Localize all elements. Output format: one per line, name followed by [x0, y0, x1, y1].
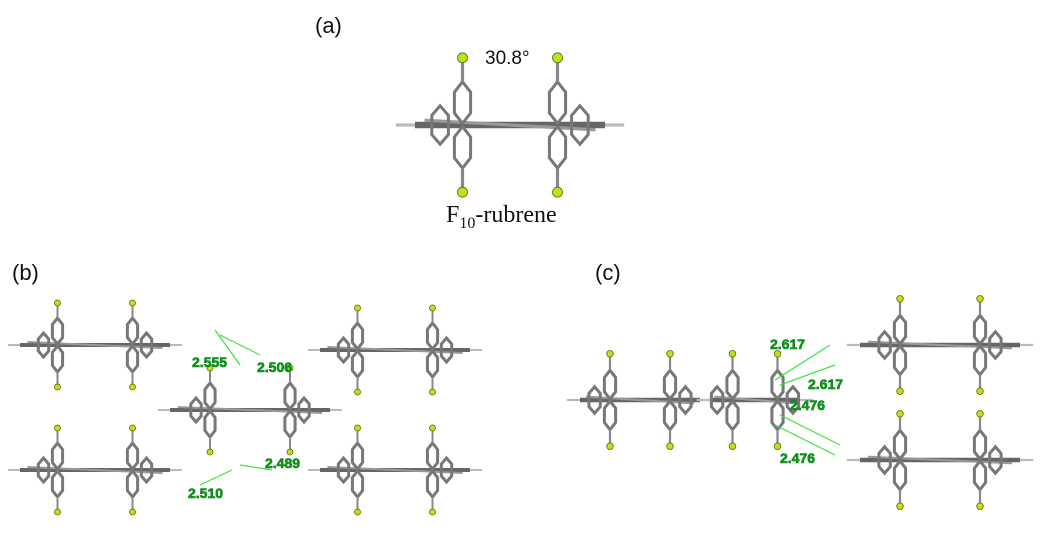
distance-label: 2.476 [780, 450, 815, 466]
ring [285, 411, 295, 437]
ring [894, 315, 905, 344]
ring [974, 315, 985, 344]
ring [604, 370, 615, 399]
fluorine-atom [667, 351, 674, 358]
ring [549, 82, 565, 124]
suffix: -rubrene [475, 202, 556, 228]
distance-label: 2.476 [790, 397, 825, 413]
fluorine-atom [355, 305, 361, 311]
fluorine-atom [430, 305, 436, 311]
ring [454, 82, 470, 124]
fluorine-atom [553, 187, 563, 197]
panel-label: (a) [315, 13, 342, 38]
fluorine-atom [55, 384, 61, 390]
fluorine-atom [977, 411, 984, 418]
ring [205, 383, 215, 409]
ring [427, 471, 437, 497]
figure: (a) 30.8° F10-rubrene (b) (c) 2.555 2.50… [0, 0, 1045, 533]
distance-label: 2.617 [770, 336, 805, 352]
fluorine-atom [458, 53, 468, 63]
ring [727, 370, 738, 399]
distance-label: 2.510 [188, 485, 223, 501]
ring [285, 383, 295, 409]
fluorine-atom [607, 351, 614, 358]
fluorine-atom [355, 425, 361, 431]
ring [352, 443, 362, 469]
fluorine-atom [430, 425, 436, 431]
panel-label: (b) [12, 260, 39, 285]
fluorine-atom [55, 509, 61, 515]
fluorine-atom [430, 389, 436, 395]
ring [52, 471, 62, 497]
ring [52, 443, 62, 469]
ring [427, 351, 437, 377]
fluorine-atom [897, 296, 904, 303]
fluorine-atom [977, 296, 984, 303]
molecule-drawings [8, 53, 1033, 515]
symbol: F [446, 202, 459, 228]
angle-label: 30.8° [485, 48, 530, 69]
ring [664, 401, 675, 430]
fluorine-atom [130, 384, 136, 390]
distance-label: 2.555 [192, 354, 227, 370]
fluorine-atom [729, 443, 736, 450]
ring [352, 323, 362, 349]
ring [974, 430, 985, 459]
ring [127, 346, 137, 372]
ring [352, 351, 362, 377]
ring [127, 318, 137, 344]
ring [894, 430, 905, 459]
ring [974, 346, 985, 375]
ring [205, 411, 215, 437]
ring [427, 323, 437, 349]
ring [427, 443, 437, 469]
fluorine-atom [897, 388, 904, 395]
ring [894, 346, 905, 375]
ring [454, 127, 470, 169]
fluorine-atom [130, 509, 136, 515]
fluorine-atom [207, 449, 213, 455]
ring [127, 443, 137, 469]
fluorine-atom [897, 411, 904, 418]
ring [604, 401, 615, 430]
fluorine-atom [355, 389, 361, 395]
compound-name: F10-rubrene [446, 202, 557, 232]
fluorine-atom [130, 425, 136, 431]
ring [52, 346, 62, 372]
fluorine-atom [553, 53, 563, 63]
fluorine-atom [774, 443, 781, 450]
fluorine-atom [130, 300, 136, 306]
contact-line [780, 415, 840, 445]
ring [664, 370, 675, 399]
fluorine-atom [355, 509, 361, 515]
fluorine-atom [607, 443, 614, 450]
fluorine-atom [977, 388, 984, 395]
distance-label: 2.489 [265, 455, 300, 471]
ring [352, 471, 362, 497]
fluorine-atom [430, 509, 436, 515]
fluorine-atom [55, 300, 61, 306]
panel-label: (c) [595, 260, 621, 285]
fluorine-atom [55, 425, 61, 431]
ring [727, 401, 738, 430]
ring [549, 127, 565, 169]
subscript: 10 [459, 215, 475, 232]
fluorine-atom [458, 187, 468, 197]
fluorine-atom [977, 503, 984, 510]
distance-label: 2.617 [808, 376, 843, 392]
ring [52, 318, 62, 344]
ring [127, 471, 137, 497]
fluorine-atom [897, 503, 904, 510]
ring [974, 461, 985, 490]
ring [894, 461, 905, 490]
fluorine-atom [667, 443, 674, 450]
fluorine-atom [729, 351, 736, 358]
contact-line [200, 470, 232, 485]
distance-label: 2.506 [257, 359, 292, 375]
